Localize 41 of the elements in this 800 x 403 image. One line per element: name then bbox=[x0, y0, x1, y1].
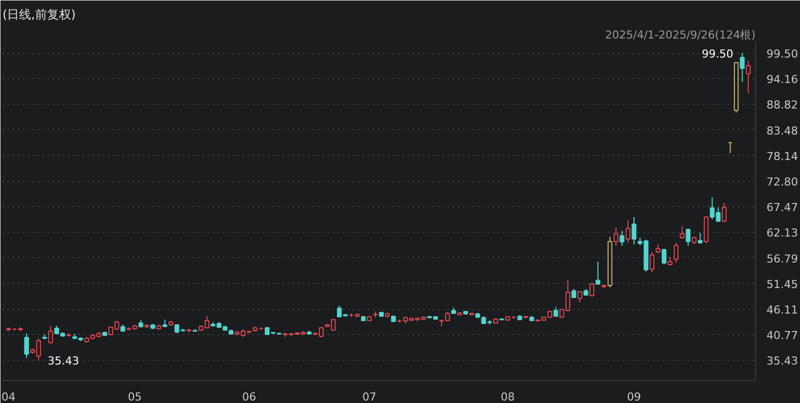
y-tick-label: 94.16 bbox=[766, 73, 798, 86]
x-tick-label: 05 bbox=[128, 390, 142, 403]
y-tick-label: 56.79 bbox=[766, 252, 798, 266]
y-tick-label: 67.47 bbox=[766, 201, 798, 214]
annotation: 99.50 bbox=[702, 48, 734, 61]
x-tick-label: 09 bbox=[627, 390, 642, 403]
candlestick bbox=[674, 242, 678, 264]
candlestick bbox=[698, 232, 703, 244]
y-tick-label: 46.11 bbox=[766, 304, 798, 317]
candlestick bbox=[48, 325, 53, 344]
candlestick bbox=[686, 228, 691, 246]
y-tick-label: 78.14 bbox=[766, 150, 798, 163]
candlestick bbox=[590, 282, 594, 298]
candlestick bbox=[680, 226, 684, 240]
candlestick bbox=[24, 333, 29, 358]
y-tick-label: 99.50 bbox=[766, 48, 798, 61]
chart-subtitle: 2025/4/1-2025/9/26(124根) bbox=[605, 28, 756, 42]
candlestick bbox=[662, 248, 666, 265]
candlestick bbox=[596, 261, 600, 286]
candlestick bbox=[746, 60, 751, 94]
y-tick-label: 83.48 bbox=[766, 124, 798, 138]
y-tick-label: 35.43 bbox=[766, 354, 798, 368]
y-tick-label: 40.77 bbox=[766, 329, 798, 342]
y-tick-label: 72.80 bbox=[766, 176, 798, 189]
candlestick bbox=[553, 306, 558, 317]
y-tick-label: 51.45 bbox=[766, 278, 798, 291]
y-tick-label: 62.13 bbox=[766, 226, 798, 240]
annotation: 35.43 bbox=[48, 354, 80, 368]
y-tick-label: 88.82 bbox=[766, 98, 798, 112]
x-tick-label: 07 bbox=[362, 390, 376, 403]
candlestick bbox=[650, 251, 654, 273]
candlestick bbox=[626, 220, 630, 244]
candlestick bbox=[578, 291, 582, 303]
candlestick bbox=[740, 52, 745, 82]
x-tick-label: 04 bbox=[2, 390, 16, 403]
x-tick-label: 08 bbox=[500, 390, 515, 403]
candlestick bbox=[722, 202, 727, 222]
candlestick bbox=[620, 230, 624, 246]
x-tick-label: 06 bbox=[242, 390, 256, 403]
candlestick bbox=[632, 216, 636, 245]
chart-title: (日线,前复权) bbox=[2, 8, 76, 22]
